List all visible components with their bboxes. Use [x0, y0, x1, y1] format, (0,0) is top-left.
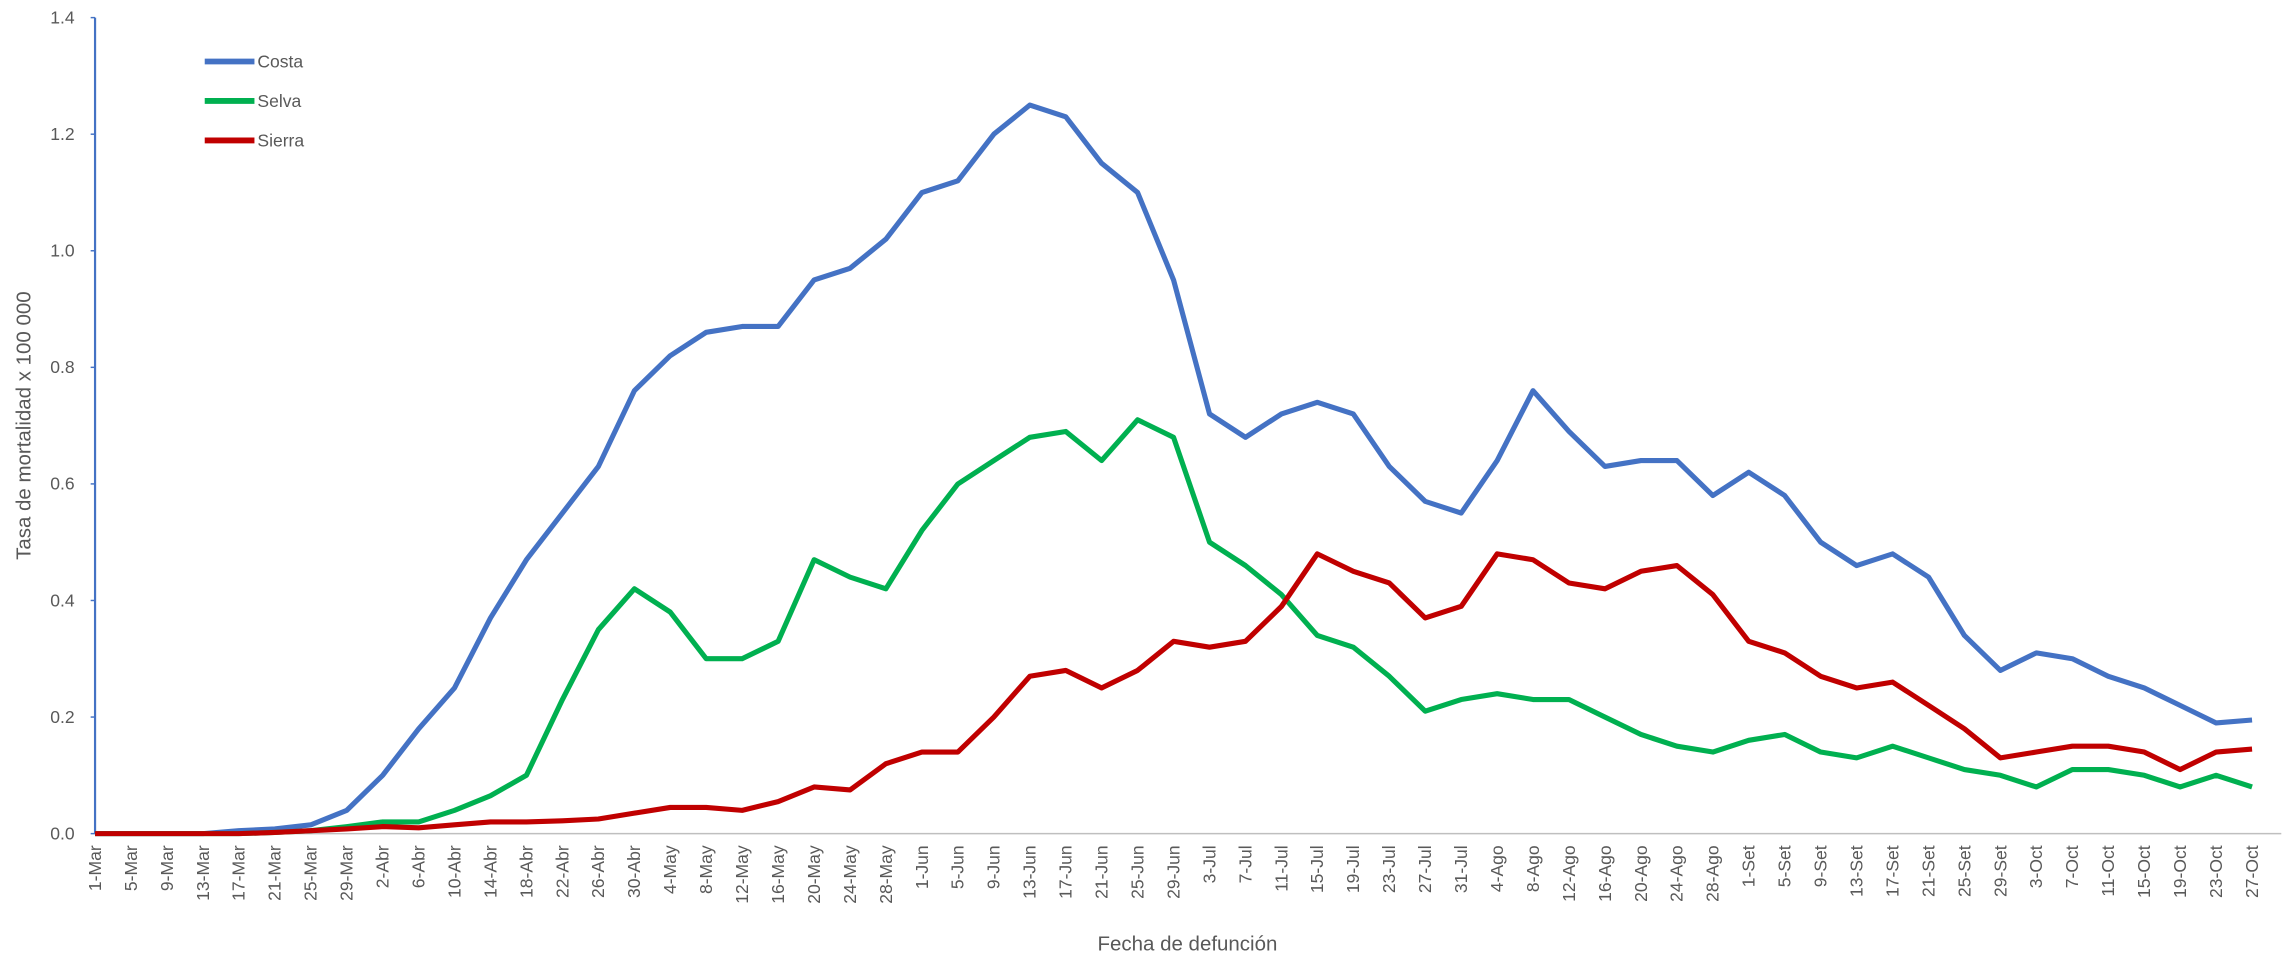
x-tick-label: 15-Jul [1307, 845, 1327, 893]
x-tick-label: 7-Jul [1235, 845, 1255, 883]
x-tick-label: 18-Abr [516, 845, 536, 898]
x-tick-label: 1-Set [1739, 845, 1759, 887]
x-tick-label: 20-May [804, 845, 824, 904]
x-tick-label: 21-Mar [265, 845, 285, 901]
x-tick-label: 12-Ago [1559, 845, 1579, 902]
x-tick-label: 30-Abr [624, 845, 644, 898]
x-tick-label: 23-Jul [1379, 845, 1399, 893]
x-tick-label: 11-Oct [2098, 845, 2118, 896]
x-tick-label: 5-Mar [121, 845, 141, 891]
x-tick-label: 22-Abr [552, 845, 572, 898]
x-tick-label: 14-Abr [480, 845, 500, 898]
legend-label: Sierra [257, 130, 304, 150]
x-tick-label: 17-Jun [1056, 845, 1076, 899]
x-tick-label: 17-Mar [229, 845, 249, 901]
x-tick-label: 4-May [660, 845, 680, 894]
x-tick-label: 5-Set [1775, 845, 1795, 887]
x-tick-label: 29-Mar [337, 845, 357, 901]
legend-label: Selva [257, 91, 301, 111]
x-tick-label: 26-Abr [588, 845, 608, 898]
x-tick-label: 29-Set [1990, 845, 2010, 897]
x-tick-label: 20-Ago [1631, 845, 1651, 902]
x-tick-label: 2-Abr [373, 845, 393, 888]
x-tick-label: 13-Mar [193, 845, 213, 901]
y-tick-label: 0.2 [50, 707, 74, 727]
x-tick-label: 9-Jun [984, 845, 1004, 889]
line-series [95, 102, 2253, 837]
x-tick-label: 19-Oct [2170, 845, 2190, 898]
x-tick-label: 27-Jul [1415, 845, 1435, 893]
x-tick-label: 24-Ago [1667, 845, 1687, 902]
line-series [95, 417, 2253, 837]
y-tick-label: 0.8 [50, 357, 74, 377]
line-series [95, 551, 2253, 837]
x-tick-label: 25-Set [1954, 845, 1974, 897]
x-tick-label: 16-Ago [1595, 845, 1615, 902]
x-tick-label: 3-Oct [2026, 845, 2046, 888]
x-tick-label: 10-Abr [444, 845, 464, 898]
y-tick-label: 1.4 [50, 7, 75, 27]
x-tick-label: 9-Set [1811, 845, 1831, 887]
x-tick-label: 25-Mar [301, 845, 321, 901]
x-tick-label: 16-May [768, 845, 788, 904]
x-tick-label: 21-Jun [1092, 845, 1112, 899]
x-tick-label: 28-May [876, 845, 896, 904]
x-tick-label: 13-Jun [1020, 845, 1040, 899]
x-tick-label: 23-Oct [2206, 845, 2226, 898]
x-tick-label: 6-Abr [408, 845, 428, 888]
x-tick-label: 29-Jun [1163, 845, 1183, 899]
x-tick-label: 17-Set [1882, 845, 1902, 897]
y-axis-title: Tasa de mortalidad x 100 000 [13, 291, 36, 560]
y-tick-label: 1.2 [50, 124, 74, 144]
x-tick-label: 15-Oct [2134, 845, 2154, 898]
y-tick-label: 1.0 [50, 241, 75, 261]
x-axis-title: Fecha de defunción [1098, 933, 1278, 956]
x-tick-label: 3-Jul [1199, 845, 1219, 883]
x-tick-label: 12-May [732, 845, 752, 904]
y-tick-label: 0.6 [50, 474, 74, 494]
y-tick-label: 0.0 [50, 823, 75, 843]
x-tick-label: 1-Jun [912, 845, 932, 889]
x-tick-label: 1-Mar [85, 845, 105, 891]
x-tick-label: 28-Ago [1703, 845, 1723, 902]
y-tick-label: 0.4 [50, 590, 75, 610]
x-tick-label: 13-Set [1846, 845, 1866, 897]
x-tick-label: 7-Oct [2062, 845, 2082, 888]
x-tick-label: 31-Jul [1451, 845, 1471, 893]
legend-label: Costa [257, 51, 303, 71]
x-tick-label: 5-Jun [948, 845, 968, 889]
x-tick-label: 27-Oct [2242, 845, 2262, 898]
x-tick-label: 24-May [840, 845, 860, 904]
x-tick-label: 4-Ago [1487, 845, 1507, 892]
x-tick-label: 11-Jul [1271, 845, 1291, 891]
x-tick-label: 19-Jul [1343, 845, 1363, 893]
x-tick-label: 8-Ago [1523, 845, 1543, 892]
x-tick-label: 8-May [696, 845, 716, 894]
x-tick-label: 9-Mar [157, 845, 177, 891]
x-tick-label: 25-Jun [1127, 845, 1147, 899]
x-tick-label: 21-Set [1918, 845, 1938, 897]
